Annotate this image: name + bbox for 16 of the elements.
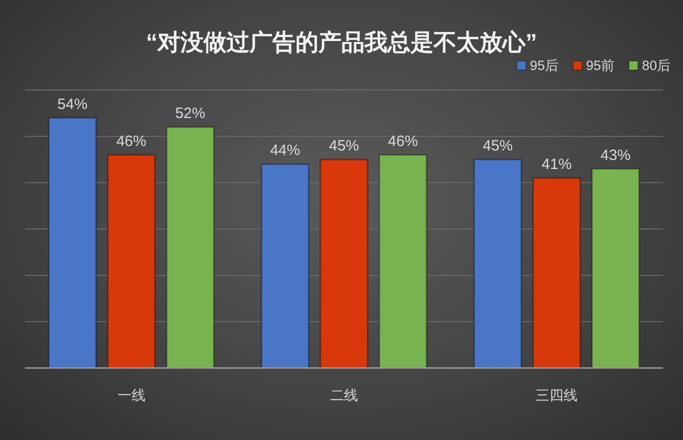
data-label: 45% — [328, 138, 360, 154]
x-tick-label: 三四线 — [536, 387, 578, 403]
data-label: 44% — [270, 142, 300, 160]
x-tick-label: 一线 — [117, 387, 146, 403]
legend-label: 95前 — [586, 58, 615, 73]
legend-label: 80后 — [642, 58, 671, 73]
data-label: 41% — [542, 156, 572, 174]
x-tick-label: 二线 — [330, 387, 358, 403]
data-label: 46% — [388, 132, 418, 150]
data-label: 43% — [600, 146, 631, 164]
title: “对没做过广告的产品我总是不太放心” — [146, 29, 537, 55]
legend-label: 95后 — [530, 58, 559, 73]
data-label: 54% — [57, 96, 88, 113]
data-label: 52% — [175, 105, 206, 122]
data-label: 46% — [116, 132, 146, 150]
data-label: 45% — [482, 138, 513, 154]
